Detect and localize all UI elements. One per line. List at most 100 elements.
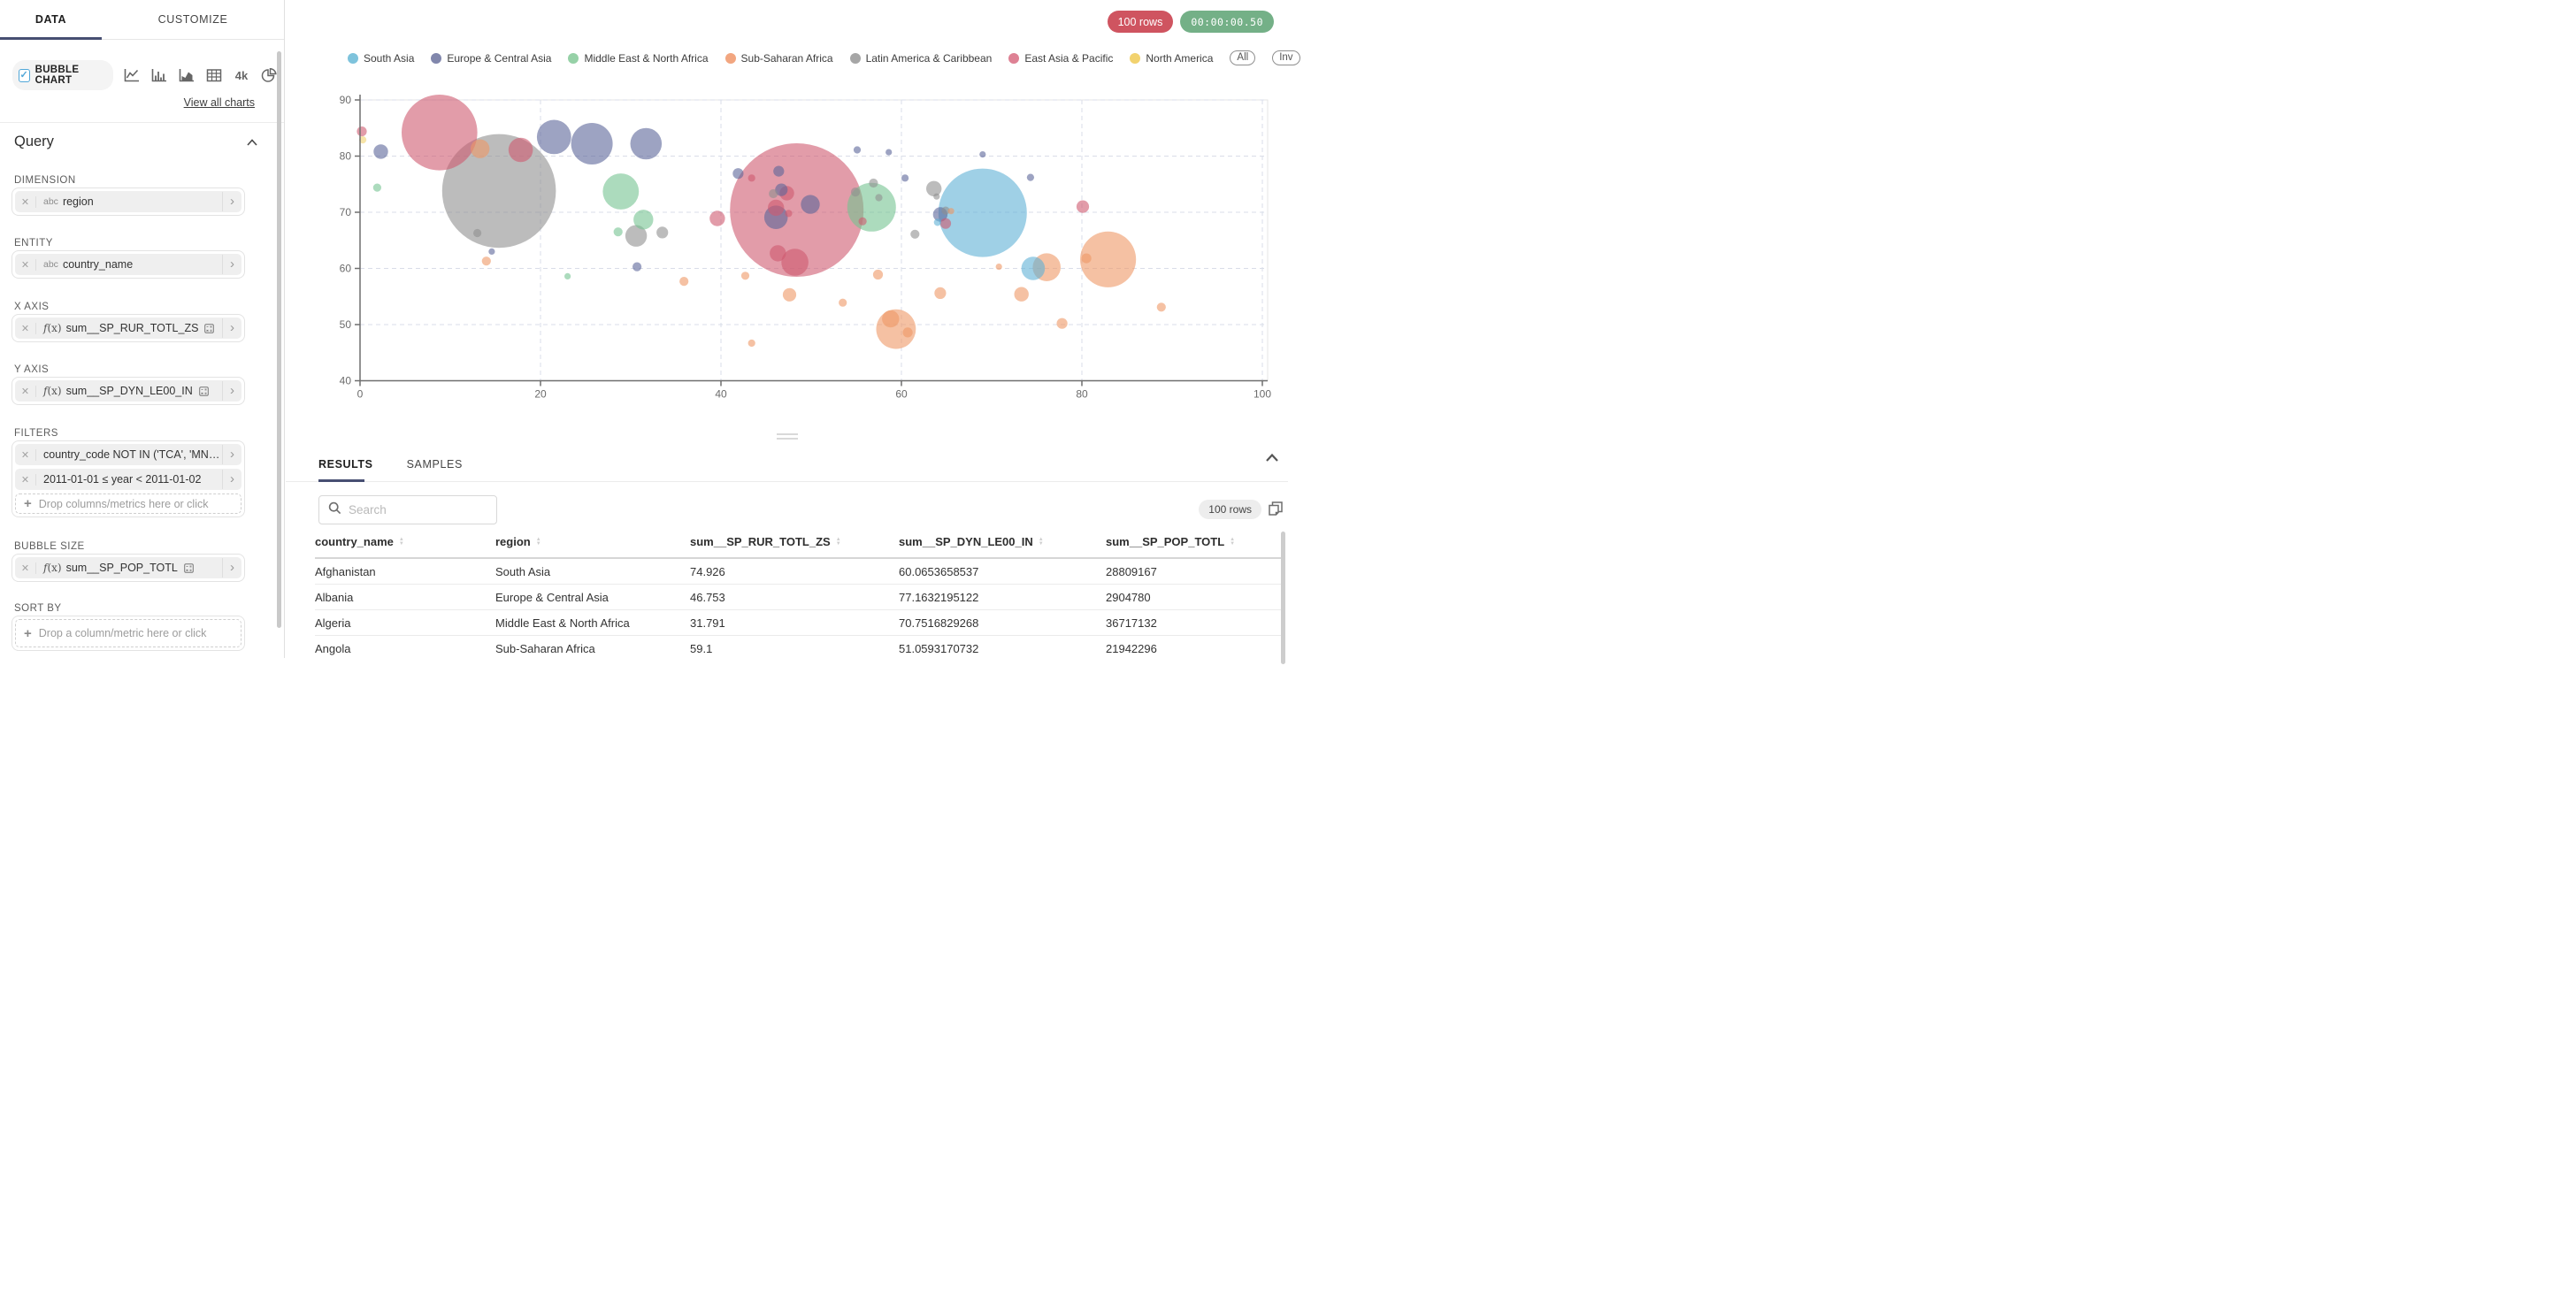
bubble[interactable] (748, 174, 755, 182)
bubble[interactable] (782, 287, 797, 302)
copy-icon[interactable] (1269, 501, 1283, 520)
bubble[interactable] (625, 225, 648, 247)
bubble[interactable] (785, 210, 793, 218)
bubble[interactable] (775, 183, 788, 196)
bubble[interactable] (1156, 302, 1166, 312)
bubble[interactable] (910, 229, 920, 239)
bubble[interactable] (488, 248, 495, 255)
filter-pill[interactable]: ✕ 2011-01-01 ≤ year < 2011-01-02 › (15, 469, 242, 490)
legend-item[interactable]: East Asia & Pacific (1008, 52, 1113, 65)
bubble[interactable] (769, 188, 778, 199)
bubble[interactable] (939, 218, 952, 229)
bubble[interactable] (633, 210, 654, 230)
table-row[interactable]: Algeria Middle East & North Africa 31.791 7… (315, 610, 1284, 636)
bubble[interactable] (730, 143, 864, 277)
filters-dropzone[interactable]: + Drop columns/metrics here or click (15, 494, 242, 514)
sidebar-scrollbar[interactable] (277, 51, 281, 628)
bubble[interactable] (801, 195, 820, 214)
bubble[interactable] (740, 272, 750, 280)
bubble[interactable] (630, 127, 663, 160)
remove-icon[interactable]: ✕ (15, 385, 36, 397)
remove-icon[interactable]: ✕ (15, 258, 36, 271)
bubble[interactable] (1026, 173, 1034, 181)
legend-item[interactable]: South Asia (348, 52, 414, 65)
bubble[interactable] (901, 174, 909, 182)
dimension-pill[interactable]: ✕ abc region › (15, 191, 242, 212)
bar-chart-icon[interactable] (151, 68, 167, 83)
table-row[interactable]: Angola Sub-Saharan Africa 59.1 51.059317073… (315, 636, 1284, 658)
bubble[interactable] (869, 178, 878, 188)
table-row[interactable]: Afghanistan South Asia 74.926 60.0653658537… (315, 559, 1284, 585)
bubble[interactable] (853, 146, 862, 154)
remove-icon[interactable]: ✕ (15, 195, 36, 208)
bubble[interactable] (1081, 253, 1092, 264)
bubble[interactable] (773, 165, 785, 177)
bubble[interactable] (1076, 200, 1090, 213)
column-header-region[interactable]: region ▲ ▼ (495, 535, 541, 548)
bubble[interactable] (481, 256, 491, 266)
tab-results[interactable]: RESULTS (318, 457, 373, 471)
legend-item[interactable]: Europe & Central Asia (431, 52, 551, 65)
bubble[interactable] (602, 173, 640, 210)
viz-type-pill[interactable]: ✓ BUBBLE CHART (12, 60, 113, 90)
bubble[interactable] (850, 187, 861, 197)
bubble[interactable] (372, 183, 381, 192)
bubble[interactable] (748, 339, 755, 348)
chevron-right-icon[interactable]: › (222, 558, 242, 578)
bubble[interactable] (839, 298, 847, 307)
column-header-sum__SP_POP_TOTL[interactable]: sum__SP_POP_TOTL ▲ ▼ (1106, 535, 1236, 548)
bubble[interactable] (941, 206, 950, 215)
table-scrollbar[interactable] (1281, 532, 1285, 664)
search-input[interactable] (349, 503, 481, 516)
bubble[interactable] (926, 180, 942, 196)
x-axis-pill[interactable]: ✕ f(x) sum__SP_RUR_TOTL_ZS › (15, 318, 242, 339)
chevron-right-icon[interactable]: › (222, 445, 242, 464)
bubble[interactable] (536, 119, 571, 155)
bubble[interactable] (886, 149, 893, 156)
bubble[interactable] (613, 227, 623, 237)
legend-item[interactable]: Sub-Saharan Africa (724, 52, 833, 65)
remove-icon[interactable]: ✕ (15, 448, 36, 461)
bubble[interactable] (359, 136, 367, 144)
chevron-right-icon[interactable]: › (222, 255, 242, 274)
bubble[interactable] (979, 151, 986, 158)
bubble[interactable] (471, 139, 490, 158)
view-all-charts-link[interactable]: View all charts (183, 96, 255, 109)
filter-pill[interactable]: ✕ country_code NOT IN ('TCA', 'MNP',... … (15, 444, 242, 465)
bubble[interactable] (402, 95, 478, 171)
column-header-sum__SP_DYN_LE00_IN[interactable]: sum__SP_DYN_LE00_IN ▲ ▼ (899, 535, 1044, 548)
bubble[interactable] (1056, 318, 1068, 329)
tab-samples[interactable]: SAMPLES (406, 457, 463, 471)
bubble[interactable] (679, 277, 689, 287)
chevron-right-icon[interactable]: › (222, 318, 242, 338)
bubble[interactable] (356, 126, 367, 137)
bubble[interactable] (373, 144, 388, 159)
area-chart-icon[interactable] (179, 68, 195, 83)
remove-icon[interactable]: ✕ (15, 562, 36, 574)
bubble-size-pill[interactable]: ✕ f(x) sum__SP_POP_TOTL › (15, 557, 242, 578)
bubble[interactable] (770, 245, 786, 262)
legend-all-button[interactable]: All (1230, 50, 1256, 65)
legend-item[interactable]: Middle East & North Africa (568, 52, 709, 65)
legend-inv-button[interactable]: Inv (1272, 50, 1300, 65)
bubble[interactable] (933, 193, 940, 200)
bubble[interactable] (732, 168, 744, 180)
bubble[interactable] (564, 272, 571, 279)
bubble[interactable] (902, 327, 913, 338)
remove-icon[interactable]: ✕ (15, 322, 36, 334)
chevron-right-icon[interactable]: › (222, 381, 242, 401)
y-axis-pill[interactable]: ✕ f(x) sum__SP_DYN_LE00_IN › (15, 380, 242, 402)
bubble[interactable] (995, 264, 1002, 271)
collapse-results-icon[interactable] (1265, 451, 1279, 467)
chevron-right-icon[interactable]: › (222, 470, 242, 489)
bubble[interactable] (947, 208, 954, 215)
legend-item[interactable]: Latin America & Caribbean (849, 52, 992, 65)
legend-item[interactable]: North America (1130, 52, 1213, 65)
bubble[interactable] (1021, 256, 1046, 280)
column-header-sum__SP_RUR_TOTL_ZS[interactable]: sum__SP_RUR_TOTL_ZS ▲ ▼ (690, 535, 841, 548)
bubble[interactable] (934, 287, 947, 299)
table-chart-icon[interactable] (206, 68, 222, 83)
bubble[interactable] (781, 249, 809, 276)
column-header-country_name[interactable]: country_name ▲ ▼ (315, 535, 404, 548)
bubble[interactable] (656, 226, 669, 239)
